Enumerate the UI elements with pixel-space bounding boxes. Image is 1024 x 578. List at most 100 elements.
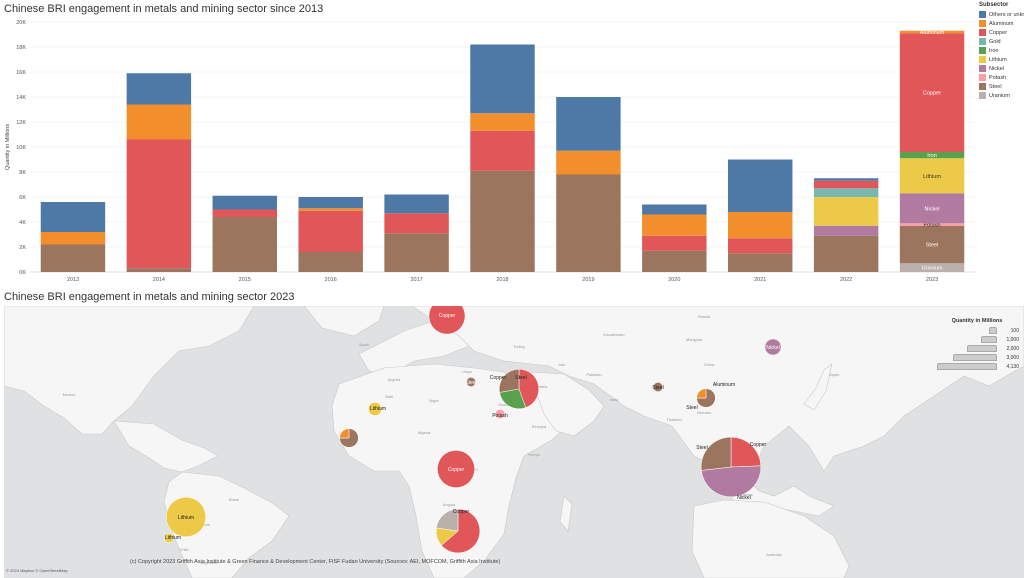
map-pie-slice-steel[interactable] [700,436,732,471]
bar-segment-2016-steel[interactable] [298,252,363,272]
y-tick-label: 0K [19,270,26,276]
map-bubble-mali[interactable] [368,402,382,416]
bar-segment-2014-aluminum[interactable] [126,104,192,140]
x-tick-label: 2021 [754,277,766,283]
bar-segment-2014-others-or-unknown[interactable] [126,73,192,105]
bar-segment-2015-others-or-unknown[interactable] [212,195,277,210]
bar-segment-2021-copper[interactable] [728,238,793,254]
bar-segment-2023-copper[interactable] [899,33,965,152]
country-label: Russia [698,314,711,319]
map-bubble-egypt[interactable] [466,377,476,387]
bar-segment-2023-steel[interactable] [899,225,965,264]
x-tick-label: 2019 [582,277,594,283]
legend-item[interactable]: Nickel [979,64,1024,73]
bar-segment-2015-copper[interactable] [212,209,277,218]
legend-item[interactable]: Lithium [979,55,1024,64]
bar-segment-2023-iron[interactable] [899,152,965,159]
bar-segment-2022-nickel[interactable] [813,225,879,236]
bar-segment-2014-copper[interactable] [126,139,192,269]
bar-segment-2022-copper[interactable] [813,180,879,189]
bar-segment-2018-copper[interactable] [470,130,535,171]
map-bubble-japan[interactable] [764,338,782,356]
bar-segment-2021-aluminum[interactable] [728,212,793,239]
map-pie-slice-uranium[interactable] [436,508,459,532]
bar-segment-2023-uranium[interactable] [899,263,965,272]
map-bubble-argentina[interactable] [165,496,207,538]
map-pie-slice-copper[interactable] [730,436,762,468]
segment-label: Uranium [922,266,943,272]
legend-item[interactable]: Copper [979,28,1024,37]
land-shape [113,420,219,473]
country-label: Kazakhstan [604,332,625,337]
bar-segment-2019-aluminum[interactable] [556,150,621,175]
bar-segment-2020-copper[interactable] [642,235,707,251]
bar-segment-2023-lithium[interactable] [899,158,965,194]
bar-segment-2016-others-or-unknown[interactable] [298,197,363,209]
bar-segment-2018-aluminum[interactable] [470,113,535,131]
bar-segment-2023-aluminum[interactable] [899,30,965,34]
map-bubble-eritrea[interactable] [495,409,505,419]
bar-segment-2019-others-or-unknown[interactable] [556,97,621,151]
bar-segment-2020-aluminum[interactable] [642,214,707,236]
map-bubble-chile[interactable] [164,533,174,543]
subsector-legend: Subsector Others or unknown Aluminum Coppe… [979,2,1024,100]
map-bubble-dr-congo[interactable] [437,450,475,488]
bar-segment-2013-steel[interactable] [40,244,106,273]
bubble-label: Aluminum [713,382,735,388]
bar-segment-2016-aluminum[interactable] [298,208,363,211]
bar-segment-2017-others-or-unknown[interactable] [384,194,449,214]
legend-item[interactable]: Potash [979,73,1024,82]
x-tick-label: 2016 [325,277,337,283]
bar-segment-2014-steel[interactable] [126,268,192,272]
bar-segment-2019-steel[interactable] [556,174,621,273]
bar-segment-2020-steel[interactable] [642,250,707,272]
land-shape [4,306,255,435]
legend-item[interactable]: Steel [979,82,1024,91]
bar-segment-2020-others-or-unknown[interactable] [642,204,707,215]
world-map[interactable]: LibyaAlgeriaEgyptMaliNigerTurkeyIranSaud… [4,306,1024,578]
country-label: Mexico [63,392,76,397]
map-pie-slice-copper[interactable] [441,508,481,554]
legend-label: Nickel [989,65,1004,72]
map-pie-slice-nickel[interactable] [701,465,762,498]
size-legend-label: 4,130 [1006,363,1019,370]
map-bubble-serbia[interactable] [428,306,466,335]
bar-segment-2021-steel[interactable] [728,253,793,272]
map-pie-slice-aluminum[interactable] [339,428,350,439]
x-tick-label: 2020 [668,277,680,283]
land-shape [691,499,850,578]
bar-segment-2022-gold[interactable] [813,188,879,197]
legend-item[interactable]: Others or unknown [979,10,1024,19]
legend-item[interactable]: Iron [979,46,1024,55]
size-legend-item: 4,130 [935,362,1019,371]
bar-segment-2017-steel[interactable] [384,233,449,272]
bar-segment-2022-lithium[interactable] [813,197,879,226]
bar-segment-2018-steel[interactable] [470,170,535,272]
bar-segment-2018-others-or-unknown[interactable] [470,44,535,114]
bar-segment-2021-others-or-unknown[interactable] [728,159,793,213]
map-pie-slice-iron[interactable] [499,388,527,410]
map-pie-slice-aluminum[interactable] [696,388,707,399]
bar-segment-2016-copper[interactable] [298,210,363,252]
legend-item[interactable]: Uranium [979,91,1024,100]
size-legend-shape [966,345,997,352]
map-pie-slice-copper[interactable] [518,368,539,408]
bar-segment-2017-copper[interactable] [384,213,449,234]
land-shape [559,495,573,532]
size-legend-label: 3,000 [1006,354,1019,361]
bar-segment-2013-aluminum[interactable] [40,232,106,245]
country-label: Australia [766,552,782,557]
country-label: Chile [179,547,189,552]
bar-segment-2023-potash[interactable] [899,223,965,226]
bubble-label: Copper [448,467,465,473]
map-pie-slice-steel[interactable] [498,368,520,393]
bar-segment-2023-nickel[interactable] [899,193,965,224]
legend-item[interactable]: Aluminum [979,19,1024,28]
bar-segment-2022-steel[interactable] [813,235,879,272]
bar-segment-2015-steel[interactable] [212,217,277,272]
map-bubble-myanmar[interactable] [653,382,663,392]
country-label: Libya [462,369,472,374]
bar-segment-2013-others-or-unknown[interactable] [40,202,106,232]
legend-item[interactable]: Gold [979,37,1024,46]
bar-segment-2022-others-or-unknown[interactable] [813,178,879,181]
